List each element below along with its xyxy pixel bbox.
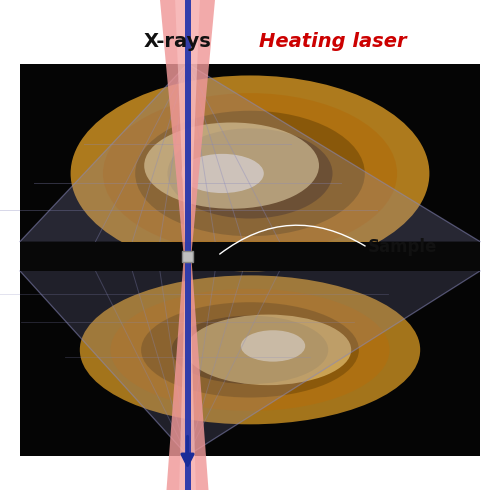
Polygon shape: [20, 64, 480, 242]
Ellipse shape: [144, 122, 319, 209]
Polygon shape: [166, 256, 208, 490]
Bar: [20, 242, 480, 271]
Polygon shape: [179, 256, 196, 490]
Ellipse shape: [241, 330, 305, 362]
Text: Sample: Sample: [368, 239, 437, 256]
Text: Heating laser: Heating laser: [258, 32, 406, 51]
Ellipse shape: [110, 289, 390, 411]
Ellipse shape: [80, 275, 420, 424]
Text: X-rays: X-rays: [144, 32, 212, 51]
Bar: [184, 0, 190, 490]
Polygon shape: [160, 0, 215, 256]
Ellipse shape: [168, 128, 332, 219]
Ellipse shape: [70, 75, 430, 271]
Ellipse shape: [103, 93, 397, 254]
FancyBboxPatch shape: [182, 251, 193, 262]
Ellipse shape: [181, 154, 264, 193]
Polygon shape: [20, 271, 480, 456]
Bar: [20, 64, 480, 456]
Ellipse shape: [186, 315, 351, 385]
Ellipse shape: [172, 316, 328, 384]
Ellipse shape: [141, 302, 359, 397]
Polygon shape: [175, 0, 200, 256]
Ellipse shape: [135, 111, 365, 236]
